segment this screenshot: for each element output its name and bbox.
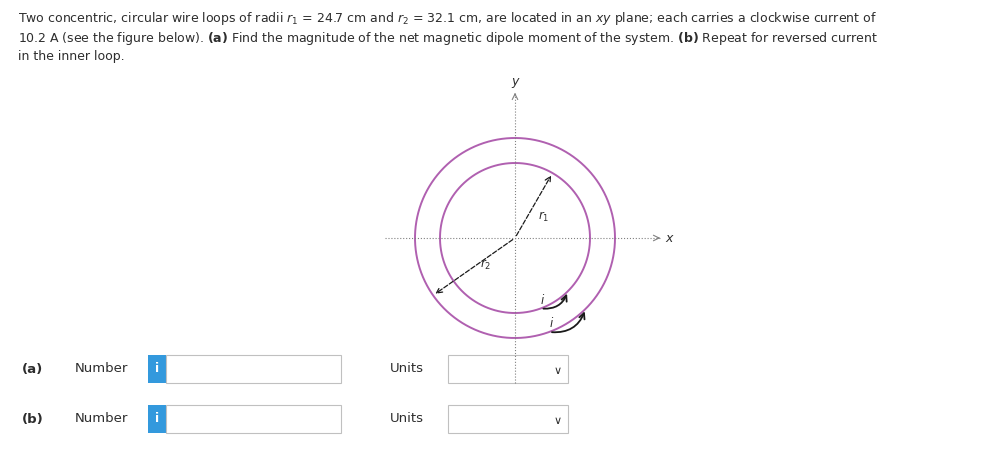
Text: ∨: ∨	[554, 416, 562, 426]
Text: ∨: ∨	[554, 366, 562, 376]
Text: $i$: $i$	[549, 316, 554, 330]
Text: in the inner loop.: in the inner loop.	[18, 50, 125, 63]
Text: Units: Units	[390, 413, 424, 425]
Text: (a): (a)	[22, 363, 43, 375]
Bar	[148, 355, 166, 383]
Bar	[448, 405, 568, 433]
Text: (b): (b)	[22, 413, 44, 425]
Bar	[148, 405, 166, 433]
Text: y: y	[511, 75, 518, 88]
Text: x: x	[665, 231, 672, 245]
Text: $r_1$: $r_1$	[537, 209, 549, 224]
Text: Number: Number	[75, 413, 129, 425]
Text: 10.2 A (see the figure below). $\mathbf{(a)}$ Find the magnitude of the net magn: 10.2 A (see the figure below). $\mathbf{…	[18, 30, 878, 47]
Bar	[166, 405, 341, 433]
Text: $r_2$: $r_2$	[480, 257, 492, 272]
Bar	[448, 355, 568, 383]
Bar	[166, 355, 341, 383]
Text: Units: Units	[390, 363, 424, 375]
Text: $i$: $i$	[540, 293, 545, 308]
Text: Number: Number	[75, 363, 129, 375]
Text: Two concentric, circular wire loops of radii $r_1$ = 24.7 cm and $r_2$ = 32.1 cm: Two concentric, circular wire loops of r…	[18, 10, 877, 27]
Text: i: i	[155, 413, 160, 425]
Text: i: i	[155, 363, 160, 375]
